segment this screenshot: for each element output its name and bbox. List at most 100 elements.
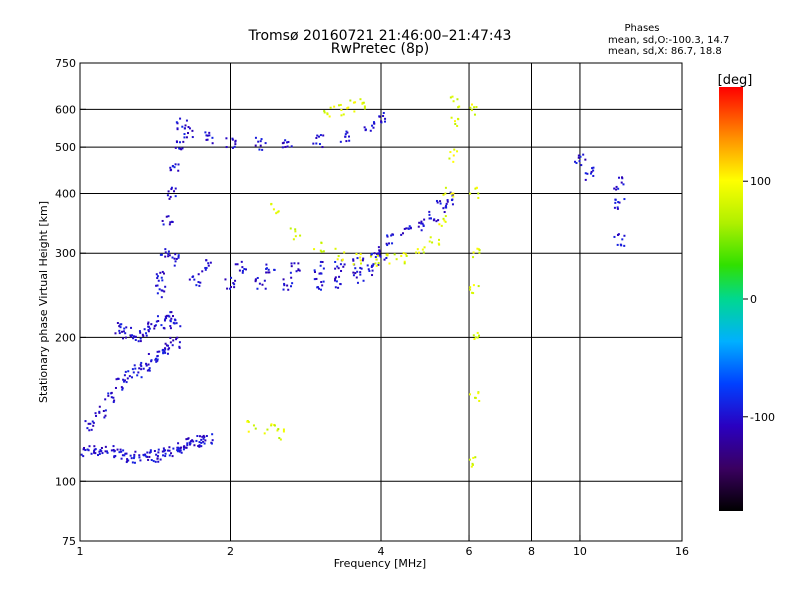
- echo-point-o: [205, 138, 208, 141]
- echo-point-x: [452, 195, 455, 198]
- echo-point-o: [163, 350, 166, 353]
- echo-point-o: [319, 288, 322, 291]
- echo-point-o: [334, 277, 337, 280]
- echo-point-o: [297, 262, 300, 265]
- echo-point-o: [169, 195, 172, 198]
- echo-point-o: [178, 450, 181, 453]
- echo-point-o: [179, 325, 182, 328]
- echo-point-o: [290, 262, 293, 265]
- echo-point-o: [155, 360, 158, 363]
- echo-point-o: [182, 140, 185, 143]
- echo-point-o: [145, 362, 148, 365]
- echo-point-o: [236, 263, 239, 266]
- echo-point-o: [110, 449, 113, 452]
- echo-point-o: [233, 145, 236, 148]
- echo-point-o: [334, 286, 337, 289]
- echo-point-o: [613, 206, 616, 209]
- echo-point-o: [620, 181, 623, 184]
- echo-point-o: [164, 255, 167, 258]
- echo-point-o: [137, 340, 140, 343]
- echo-point-o: [93, 450, 96, 453]
- echo-point-o: [173, 190, 176, 193]
- echo-point-o: [234, 143, 237, 146]
- echo-point-o: [145, 334, 148, 337]
- echo-point-o: [290, 276, 293, 279]
- echo-point-x: [402, 252, 405, 255]
- echo-point-o: [169, 325, 172, 328]
- echo-point-x: [359, 259, 362, 262]
- echo-point-o: [370, 252, 373, 255]
- echo-point-o: [133, 455, 136, 458]
- echo-point-x: [395, 258, 398, 261]
- echo-point-o: [287, 288, 290, 291]
- echo-point-o: [337, 286, 340, 289]
- echo-point-o: [334, 260, 337, 263]
- echo-point-o: [140, 365, 143, 368]
- echo-point-o: [156, 292, 159, 295]
- echo-point-x: [452, 100, 455, 103]
- echo-point-o: [356, 257, 359, 260]
- echo-point-o: [171, 220, 174, 223]
- echo-point-o: [359, 273, 362, 276]
- echo-point-x: [363, 105, 366, 108]
- echo-point-o: [174, 163, 177, 166]
- echo-point-o: [578, 160, 581, 163]
- echo-point-o: [620, 244, 623, 247]
- echo-point-o: [125, 326, 128, 329]
- echo-point-o: [185, 136, 188, 139]
- echo-point-x: [472, 256, 475, 259]
- echo-point-o: [110, 391, 113, 394]
- echo-point-o: [259, 144, 262, 147]
- echo-point-o: [429, 217, 432, 220]
- echo-point-o: [171, 455, 174, 458]
- echo-point-o: [198, 445, 201, 448]
- echo-point-o: [123, 374, 126, 377]
- echo-point-o: [123, 379, 126, 382]
- stats-title: Phases: [624, 23, 659, 34]
- echo-point-o: [165, 344, 168, 347]
- echo-point-o: [95, 414, 98, 417]
- echo-point-x: [337, 104, 340, 107]
- echo-point-o: [259, 140, 262, 143]
- y-tick-label: 600: [55, 103, 76, 116]
- echo-point-o: [254, 278, 257, 281]
- echo-point-o: [313, 269, 316, 272]
- echo-point-o: [347, 135, 350, 138]
- echo-point-o: [167, 215, 170, 218]
- echo-point-o: [146, 369, 149, 372]
- echo-point-x: [343, 251, 346, 254]
- echo-point-o: [104, 398, 107, 401]
- echo-point-o: [234, 263, 237, 266]
- echo-point-o: [166, 194, 169, 197]
- echo-point-o: [382, 111, 385, 114]
- echo-point-o: [313, 278, 316, 281]
- echo-point-x: [450, 116, 453, 119]
- echo-point-o: [201, 270, 204, 273]
- echo-point-o: [417, 225, 420, 228]
- echo-point-o: [180, 451, 183, 454]
- echo-point-o: [130, 326, 133, 329]
- echo-point-o: [208, 134, 211, 137]
- echo-point-x: [421, 248, 424, 251]
- echo-point-x: [472, 284, 475, 287]
- echo-point-o: [258, 282, 261, 285]
- echo-point-o: [104, 450, 107, 453]
- echo-point-o: [273, 268, 276, 271]
- echo-point-o: [150, 458, 153, 461]
- echo-point-x: [438, 223, 441, 226]
- echo-point-o: [101, 452, 104, 455]
- echo-point-o: [188, 443, 191, 446]
- echo-point-x: [272, 208, 275, 211]
- echo-point-o: [211, 439, 214, 442]
- echo-point-x: [443, 219, 446, 222]
- echo-point-x: [468, 458, 471, 461]
- echo-point-x: [417, 251, 420, 254]
- echo-point-o: [368, 269, 371, 272]
- echo-point-o: [174, 253, 177, 256]
- echo-point-o: [159, 458, 162, 461]
- echo-point-o: [119, 326, 122, 329]
- echo-point-o: [183, 136, 186, 139]
- echo-point-o: [290, 285, 293, 288]
- echo-point-o: [446, 199, 449, 202]
